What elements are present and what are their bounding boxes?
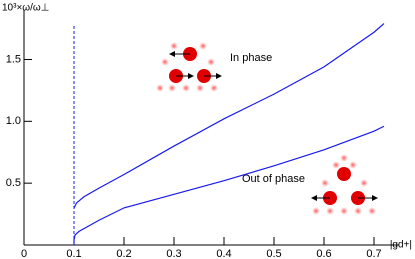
annotation: In phase [230, 52, 272, 64]
in-phase-icon [156, 42, 222, 92]
series-line [73, 23, 385, 209]
x-tick-label: 0.5 [266, 248, 281, 259]
y-tick-label: 1.0 [6, 115, 21, 127]
x-tick-label: 0 [21, 248, 27, 259]
y-axis-label: 10³×ω/ω⊥ [2, 3, 49, 14]
out-of-phase-icon [311, 154, 378, 215]
series-line [73, 125, 385, 245]
y-tick-label: 0.5 [6, 177, 21, 189]
annotation: Out of phase [242, 173, 305, 185]
y-tick-label: 1.5 [6, 53, 21, 65]
x-tick-label: 0.7 [366, 248, 381, 259]
x-tick-label: 0.4 [216, 248, 231, 259]
x-tick-label: 0.6 [316, 248, 331, 259]
x-tick-label: 0.3 [166, 248, 181, 259]
x-tick-label: 0.2 [116, 248, 131, 259]
x-tick-label: 0.1 [66, 248, 81, 259]
x-axis-label: |gd+| [390, 240, 412, 251]
